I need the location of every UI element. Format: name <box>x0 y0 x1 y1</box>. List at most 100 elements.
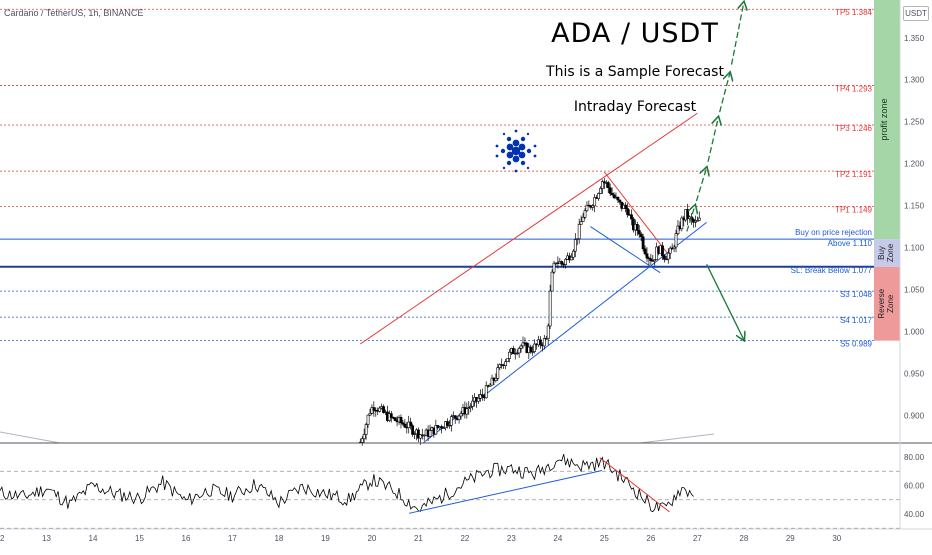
logo-dot <box>526 166 530 170</box>
logo-dot <box>526 148 532 154</box>
logo-dot <box>520 136 526 142</box>
logo-dot <box>512 155 520 163</box>
logo-dot <box>506 143 514 151</box>
time-tick: 30 <box>832 534 841 543</box>
candle-body <box>488 384 492 387</box>
candle-body <box>560 261 564 265</box>
candle-body <box>692 219 695 223</box>
candle-body <box>606 182 610 189</box>
candle-body <box>585 204 589 212</box>
candle-body <box>484 385 488 399</box>
reverse-zone <box>874 266 900 341</box>
time-tick: 16 <box>182 534 191 543</box>
candle-body <box>411 425 414 435</box>
candle-body <box>447 424 451 427</box>
forecast <box>686 3 744 340</box>
price-tick: 1.250 <box>904 118 925 127</box>
candles <box>358 178 701 446</box>
currency-badge[interactable]: USDT <box>903 6 929 21</box>
time-tick: 25 <box>600 534 609 543</box>
candle-body <box>676 225 680 235</box>
logo-dot <box>526 132 530 136</box>
candle-body <box>517 348 521 354</box>
candle-body <box>471 400 475 407</box>
rsi-line <box>0 453 694 513</box>
candle-body <box>389 413 393 418</box>
candle-body <box>533 343 537 352</box>
candle-body <box>680 217 684 230</box>
candle-body <box>465 408 469 415</box>
candle-body <box>643 248 647 255</box>
time-tick: 13 <box>42 534 51 543</box>
profit-zone-label: profit zone <box>879 99 889 141</box>
logo-dot <box>533 144 537 148</box>
forecast-arrow <box>707 117 718 162</box>
candle-body <box>645 253 649 259</box>
time-tick: 22 <box>460 534 469 543</box>
forecast-arrow <box>719 73 730 113</box>
candle-body <box>368 412 372 416</box>
candle-body <box>364 424 368 435</box>
time-tick: 17 <box>228 534 237 543</box>
candle-body <box>653 259 657 262</box>
rsi-tick: 80.00 <box>904 453 925 462</box>
candle-body <box>599 188 602 194</box>
candle-body <box>496 367 500 379</box>
candle-body <box>612 194 616 198</box>
time-tick: 24 <box>553 534 562 543</box>
candle-body <box>550 271 554 292</box>
candle-body <box>597 193 600 199</box>
candle-body <box>360 438 364 443</box>
candle-body <box>610 193 614 196</box>
symbol-info[interactable]: Cardano / TetherUS, 1h, BINANCE <box>4 8 144 18</box>
level-label: S5 0.989 <box>840 340 873 349</box>
price-tick: 1.100 <box>904 244 925 253</box>
candle-body <box>480 394 484 397</box>
candle-body <box>442 427 445 429</box>
candle-body <box>453 415 457 419</box>
candle-body <box>449 416 453 426</box>
candle-body <box>546 325 550 339</box>
candle-body <box>616 196 620 201</box>
time-tick: 21 <box>414 534 423 543</box>
candle-body <box>459 413 463 417</box>
forecast-arrow <box>686 206 695 232</box>
candle-body <box>664 258 668 261</box>
time-tick: 27 <box>693 534 702 543</box>
candle-body <box>639 233 643 238</box>
level-label: S4 1.017 <box>840 316 873 325</box>
candle-body <box>635 224 639 231</box>
reverse-zone-label-2: Zone <box>886 294 895 313</box>
candle-body <box>575 238 579 240</box>
candle-body <box>504 361 507 366</box>
candle-body <box>413 433 416 435</box>
candle-body <box>564 259 568 265</box>
candle-body <box>577 224 581 240</box>
forecast-down-arrow <box>706 264 744 340</box>
forecast-subtitle-2: Intraday Forecast <box>573 99 697 115</box>
candle-body <box>511 348 515 355</box>
time-tick: 26 <box>646 534 655 543</box>
candle-body <box>521 342 525 347</box>
trendline-channel-upper <box>360 112 698 345</box>
candle-body <box>695 220 699 222</box>
candle-body <box>624 204 628 209</box>
candle-body <box>674 233 678 248</box>
candle-body <box>618 199 622 203</box>
candle-body <box>403 423 407 428</box>
ma-line <box>639 433 715 444</box>
candle-body <box>637 230 641 235</box>
trendline-wedge-resistance <box>603 171 670 257</box>
price-tick: 1.050 <box>904 285 925 294</box>
candle-body <box>409 421 413 426</box>
candle-body <box>626 208 630 215</box>
profit-zone <box>874 0 900 240</box>
level-label: TP5 1.384 <box>835 8 872 17</box>
ma-line <box>0 431 61 444</box>
trendline-wedge-support <box>590 226 661 274</box>
buy-zone <box>874 239 900 267</box>
logo-dot <box>495 144 499 148</box>
level-label: SL: Break Below 1.077 <box>791 266 873 275</box>
